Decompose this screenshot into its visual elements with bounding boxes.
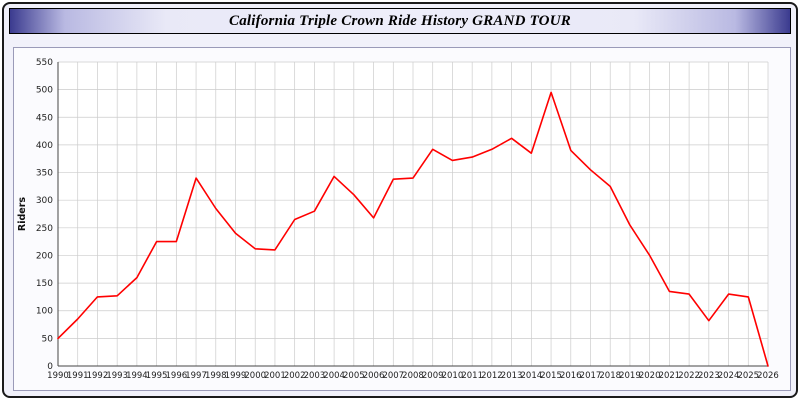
x-tick-label: 2021: [659, 371, 681, 381]
x-tick-label: 2011: [461, 371, 483, 381]
x-tick-label: 2006: [363, 371, 385, 381]
x-tick-label: 2002: [284, 371, 306, 381]
chart-title: California Triple Crown Ride History GRA…: [229, 12, 571, 29]
y-axis-label: Riders: [17, 197, 28, 232]
x-tick-label: 2005: [343, 371, 365, 381]
chart-line-riders: [57, 91, 769, 367]
y-tick-label: 200: [36, 251, 53, 261]
x-tick-label: 2013: [501, 371, 523, 381]
x-tick-label: 1991: [67, 371, 89, 381]
x-tick-label: 1994: [126, 371, 148, 381]
x-tick-label: 2025: [737, 371, 759, 381]
y-tick-label: 400: [36, 141, 53, 151]
x-tick-label: 2018: [599, 371, 621, 381]
y-tick-label: 250: [36, 224, 53, 234]
y-tick-label: 550: [36, 58, 53, 68]
x-tick-label: 1995: [146, 371, 168, 381]
x-tick-label: 2015: [540, 371, 562, 381]
y-tick-label: 150: [36, 279, 53, 289]
x-tick-label: 1990: [47, 371, 69, 381]
y-tick-label: 0: [47, 362, 53, 372]
x-tick-label: 2001: [264, 371, 286, 381]
x-tick-label: 2003: [304, 371, 326, 381]
x-tick-label: 2016: [560, 371, 582, 381]
title-bar: California Triple Crown Ride History GRA…: [9, 8, 791, 34]
y-tick-label: 50: [42, 334, 54, 344]
y-tick-label: 300: [36, 196, 53, 206]
x-tick-label: 2009: [422, 371, 444, 381]
x-tick-label: 2014: [521, 371, 543, 381]
x-tick-label: 2000: [244, 371, 266, 381]
x-tick-label: 2022: [678, 371, 700, 381]
x-tick-label: 2019: [619, 371, 641, 381]
y-tick-label: 350: [36, 169, 53, 179]
x-tick-label: 1998: [205, 371, 227, 381]
chart-panel: 0 50 100 150 200 250 300 350 400 450 500 550 1990 199…: [13, 47, 791, 391]
y-tick-label: 450: [36, 113, 53, 123]
x-tick-label: 2020: [639, 371, 661, 381]
x-tick-label: 1997: [185, 371, 207, 381]
x-tick-label: 2010: [442, 371, 464, 381]
y-tick-label: 500: [36, 86, 53, 96]
x-tick-label: 2023: [698, 371, 720, 381]
x-tick-label: 2008: [402, 371, 424, 381]
x-tick-label: 1992: [87, 371, 109, 381]
riders-line-chart: 0501001502002503003504004505005501990199…: [17, 58, 779, 381]
x-tick-label: 2017: [580, 371, 602, 381]
x-tick-label: 2004: [323, 371, 345, 381]
x-tick-label: 2024: [718, 371, 740, 381]
x-tick-label: 2007: [382, 371, 404, 381]
x-tick-label: 1999: [225, 371, 247, 381]
y-tick-label: 100: [36, 307, 53, 317]
x-tick-label: 2012: [481, 371, 503, 381]
x-tick-label: 2026: [757, 371, 779, 381]
x-tick-label: 1996: [166, 371, 188, 381]
x-tick-label: 1993: [106, 371, 128, 381]
